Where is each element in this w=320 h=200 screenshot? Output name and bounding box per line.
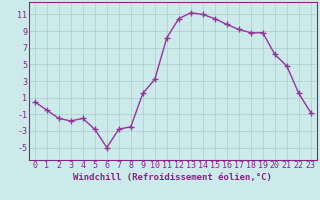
X-axis label: Windchill (Refroidissement éolien,°C): Windchill (Refroidissement éolien,°C) — [73, 173, 272, 182]
